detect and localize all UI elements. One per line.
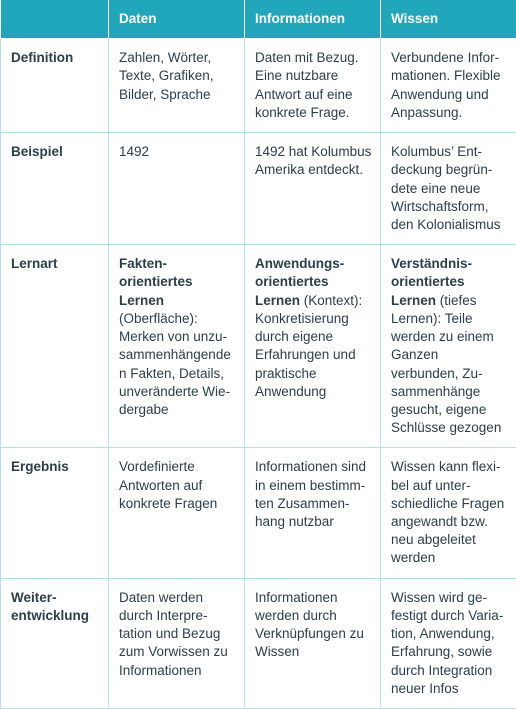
table-row: Ergebnis Vordefinierte Antworten auf kon… (1, 448, 516, 578)
cell-definition-daten: Zahlen, Wörter, Texte, Grafiken, Bilder,… (109, 39, 245, 133)
cell-definition-wissen: Verbundene Infor­mationen. Flexible Anwe… (381, 39, 516, 133)
header-empty (1, 0, 109, 39)
cell-weiter-wissen: Wissen wird ge­festigt durch Varia­tion,… (381, 578, 516, 708)
header-row: Daten Informationen Wissen (1, 0, 516, 39)
cell-ergebnis-info: Informationen sind in einem bestimm­ten … (245, 448, 381, 578)
row-label-beispiel: Beispiel (1, 133, 109, 245)
lernart-wissen-rest: (tiefes Lernen): Teile werden zu einem G… (391, 293, 501, 436)
cell-weiter-daten: Daten werden durch Interpre­tation und B… (109, 578, 245, 708)
table-row: Weiter­entwicklung Daten werden durch In… (1, 578, 516, 708)
cell-lernart-wissen: Verständnis­orientiertes Lernen (tiefes … (381, 245, 516, 448)
row-label-lernart: Lernart (1, 245, 109, 448)
lernart-daten-bold: Fakten­orientiertes Lernen (119, 256, 193, 307)
header-wissen: Wissen (381, 0, 516, 39)
header-informationen: Informationen (245, 0, 381, 39)
cell-ergebnis-daten: Vordefinierte Antworten auf konkrete Fra… (109, 448, 245, 578)
cell-ergebnis-wissen: Wissen kann flexi­bel auf unter­schiedli… (381, 448, 516, 578)
header-daten: Daten (109, 0, 245, 39)
table-row: Beispiel 1492 1492 hat Kolumbus Amerika … (1, 133, 516, 245)
cell-beispiel-info: 1492 hat Kolumbus Amerika entdeckt. (245, 133, 381, 245)
cell-definition-info: Daten mit Bezug. Eine nutzbare Antwort a… (245, 39, 381, 133)
knowledge-table: Daten Informationen Wissen Definition Za… (0, 0, 516, 709)
cell-lernart-info: Anwendungs­orientiertes Lernen (Kontext)… (245, 245, 381, 448)
row-label-weiterentwicklung: Weiter­entwicklung (1, 578, 109, 708)
lernart-daten-rest: (Oberfläche): Merken von unzu­sammenhäng… (119, 311, 231, 417)
cell-beispiel-wissen: Kolumbus’ Ent­deckung begrün­dete eine n… (381, 133, 516, 245)
cell-beispiel-daten: 1492 (109, 133, 245, 245)
table-row: Lernart Fakten­orientiertes Lernen (Ober… (1, 245, 516, 448)
table-row: Definition Zahlen, Wörter, Texte, Grafik… (1, 39, 516, 133)
row-label-definition: Definition (1, 39, 109, 133)
lernart-info-rest: (Kontext): Konkretisierung durch eigene … (255, 293, 362, 399)
row-label-ergebnis: Ergebnis (1, 448, 109, 578)
cell-weiter-info: Informationen werden durch Verknüpfungen… (245, 578, 381, 708)
cell-lernart-daten: Fakten­orientiertes Lernen (Oberfläche):… (109, 245, 245, 448)
